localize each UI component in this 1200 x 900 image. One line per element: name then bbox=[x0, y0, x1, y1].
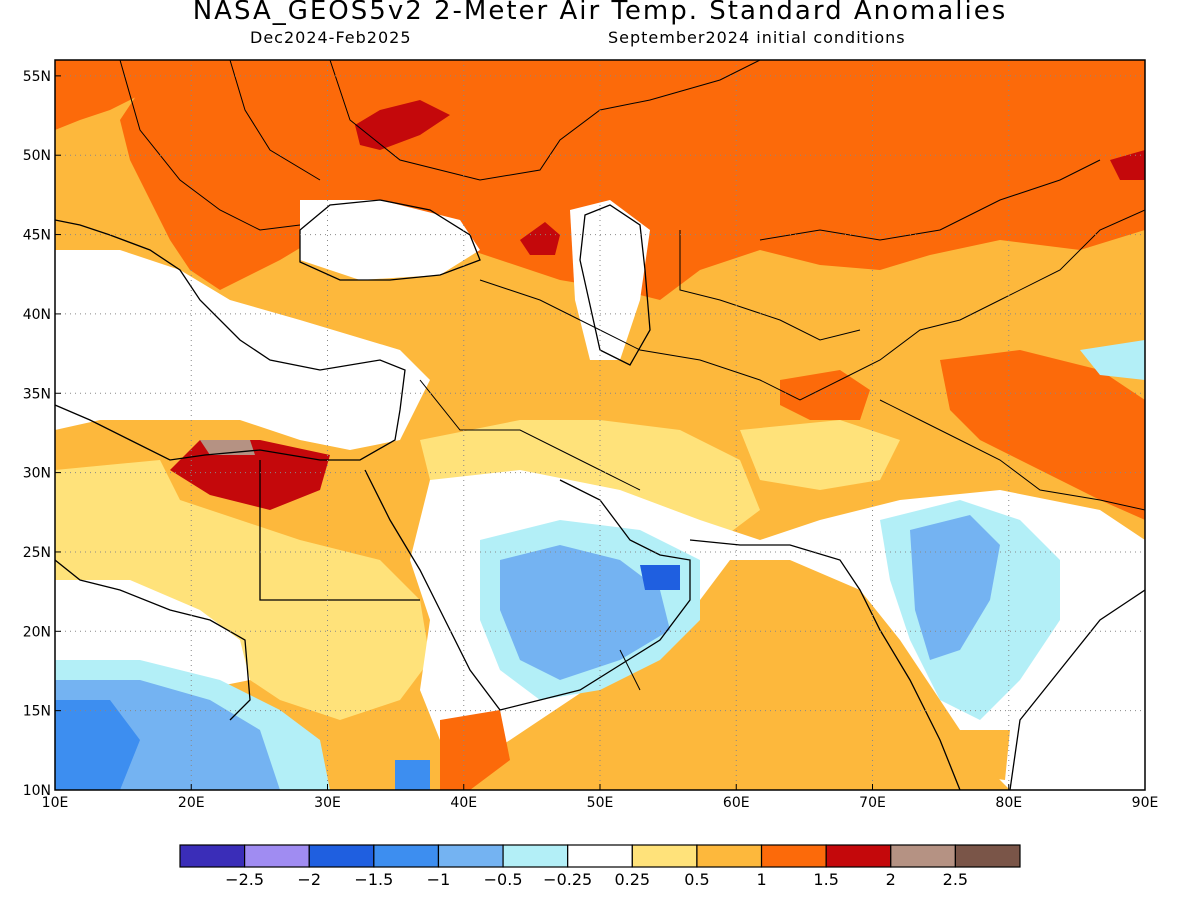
colorbar-swatch bbox=[696, 844, 763, 868]
region-black-sea bbox=[300, 200, 480, 280]
lat-label: 55N bbox=[23, 69, 51, 85]
map-frame bbox=[54, 59, 1146, 791]
country-borders bbox=[119, 60, 1145, 691]
forecast-period: Dec2024-Feb2025 bbox=[250, 28, 412, 47]
region-tibet-cool bbox=[1080, 340, 1145, 380]
region-afghan-warm bbox=[780, 370, 870, 420]
longitude-labels: 10E 20E 30E 40E 50E 60E 70E 80E 90E bbox=[42, 795, 1159, 811]
chart-title: NASA_GEOS5v2 2-Meter Air Temp. Standard … bbox=[192, 0, 1008, 26]
region-russia-hot bbox=[355, 100, 450, 150]
colorbar-label: −1 bbox=[427, 870, 451, 889]
lat-label: 30N bbox=[23, 466, 51, 482]
colorbar-swatch bbox=[373, 844, 440, 868]
region-india-colder bbox=[910, 515, 1000, 660]
colorbar-swatch bbox=[244, 844, 310, 868]
region-ethiopia-cold bbox=[395, 760, 430, 790]
lat-label: 40N bbox=[23, 307, 51, 323]
lon-label: 60E bbox=[723, 795, 750, 811]
region-mediterranean bbox=[55, 250, 430, 450]
colorbar-swatch bbox=[567, 844, 633, 868]
region-gulf-mild bbox=[420, 420, 760, 540]
lat-label: 35N bbox=[23, 386, 51, 402]
lon-label: 40E bbox=[450, 795, 477, 811]
colorbar-swatch bbox=[760, 844, 827, 868]
colorbar-swatch bbox=[502, 844, 569, 868]
colorbar-label: −0.25 bbox=[543, 870, 592, 889]
colorbar-label: 2 bbox=[886, 870, 896, 889]
initial-conditions: September2024 initial conditions bbox=[608, 28, 906, 47]
lat-label: 10N bbox=[23, 783, 51, 799]
region-mongolia-hot bbox=[1110, 150, 1145, 180]
lon-label: 70E bbox=[859, 795, 886, 811]
region-egypt-libya-hot bbox=[170, 440, 330, 510]
colorbar-swatch bbox=[179, 844, 246, 868]
colorbar-swatch bbox=[308, 844, 375, 868]
latitude-labels: 10N 15N 20N 25N 30N 35N 40N 45N 50N 55N bbox=[23, 69, 51, 799]
region-south-india-warm bbox=[960, 730, 1010, 780]
region-himalaya bbox=[940, 350, 1145, 520]
region-sahel-mild bbox=[55, 460, 430, 720]
colorbar-label: 0.5 bbox=[684, 870, 709, 889]
colorbar-swatch bbox=[890, 844, 956, 868]
graticule bbox=[54, 60, 1146, 791]
colorbar-label: −0.5 bbox=[484, 870, 523, 889]
colorbar-label: 2.5 bbox=[943, 870, 968, 889]
colorbar-labels: −2.5 −2 −1.5 −1 −0.5 −0.25 0.25 0.5 1 1.5 2 2.5 bbox=[225, 870, 968, 889]
lon-label: 20E bbox=[178, 795, 205, 811]
colorbar-swatch bbox=[437, 844, 504, 868]
lon-label: 50E bbox=[587, 795, 614, 811]
colorbar-label: 0.25 bbox=[614, 870, 650, 889]
colorbar-label: −2.5 bbox=[225, 870, 264, 889]
map-fill-layer bbox=[55, 60, 1145, 790]
colorbar-label: −1.5 bbox=[354, 870, 393, 889]
region-oman-cold bbox=[640, 565, 680, 590]
lon-label: 30E bbox=[314, 795, 341, 811]
colorbar-swatch bbox=[631, 844, 698, 868]
colorbar-label: 1 bbox=[756, 870, 766, 889]
lat-label: 25N bbox=[23, 545, 51, 561]
colorbar-label: 1.5 bbox=[813, 870, 838, 889]
lat-label: 45N bbox=[23, 228, 51, 244]
coastlines bbox=[55, 199, 1145, 790]
region-caspian-hot bbox=[520, 222, 560, 255]
region-arabia-colder bbox=[500, 545, 670, 680]
region-baltic bbox=[55, 60, 160, 130]
lat-label: 15N bbox=[23, 704, 51, 720]
lon-label: 80E bbox=[995, 795, 1022, 811]
lat-label: 20N bbox=[23, 624, 51, 640]
colorbar-label: −2 bbox=[297, 870, 321, 889]
region-caspian-sea bbox=[570, 200, 650, 360]
lon-label: 10E bbox=[42, 795, 69, 811]
region-africa-cold bbox=[55, 700, 140, 790]
lat-label: 50N bbox=[23, 148, 51, 164]
colorbar bbox=[179, 844, 1021, 868]
colorbar-swatch bbox=[825, 844, 892, 868]
colorbar-swatch bbox=[954, 844, 1021, 868]
region-horn-warm bbox=[440, 710, 510, 790]
lon-label: 90E bbox=[1132, 795, 1159, 811]
